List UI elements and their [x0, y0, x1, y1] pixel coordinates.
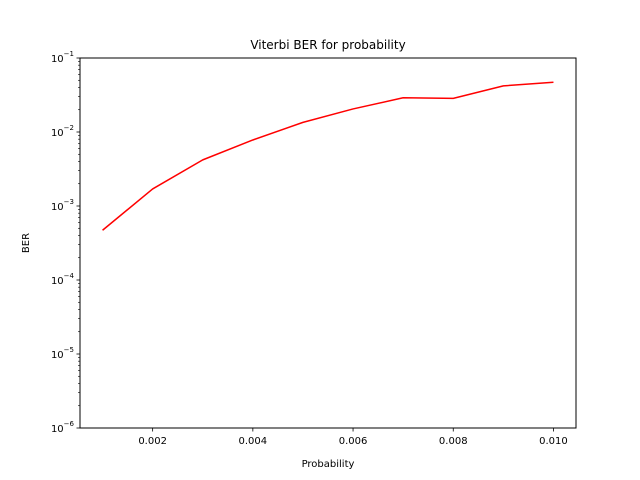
series-layer — [102, 81, 554, 231]
x-tick-label: 0.008 — [439, 436, 468, 447]
x-tick-label: 0.006 — [339, 436, 368, 447]
y-tick-label: 10−1 — [51, 50, 74, 65]
y-tick-label: 10−4 — [51, 272, 75, 287]
y-tick-label: 10−6 — [51, 420, 75, 435]
x-axis-title: Probability — [302, 459, 355, 470]
y-tick-label: 10−2 — [51, 124, 74, 139]
x-tick-label: 0.002 — [138, 436, 167, 447]
y-axis-title: BER — [21, 233, 32, 253]
x-tick-label: 0.004 — [239, 436, 268, 447]
ber-series-line — [102, 81, 554, 231]
y-tick-label: 10−5 — [51, 346, 74, 361]
chart-title: Viterbi BER for probability — [250, 38, 405, 52]
plot-area-frame — [79, 57, 577, 429]
x-tick-label: 0.010 — [539, 436, 568, 447]
y-tick-label: 10−3 — [51, 198, 74, 213]
